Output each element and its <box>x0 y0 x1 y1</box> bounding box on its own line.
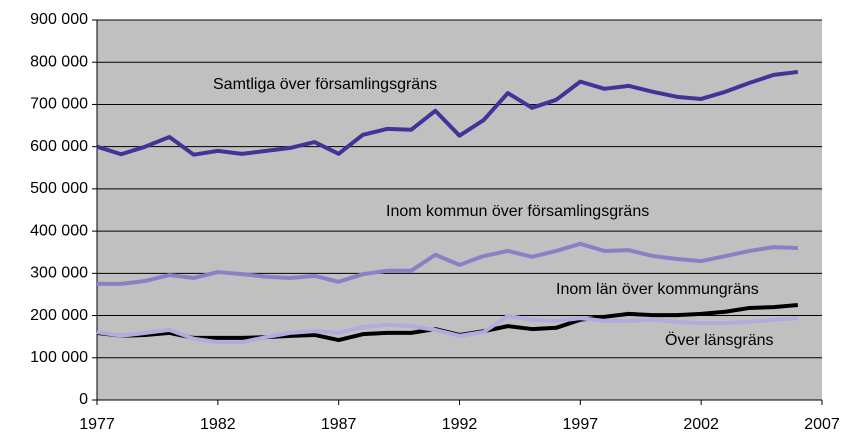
x-tick-label: 1992 <box>442 416 478 433</box>
y-tick-label: 600 000 <box>30 138 88 155</box>
series-line <box>96 69 799 157</box>
series-line <box>97 241 798 286</box>
y-tick-label: 800 000 <box>30 53 88 70</box>
y-tick-label: 100 000 <box>30 349 88 366</box>
x-tick-label: 2007 <box>804 416 840 433</box>
y-tick-label: 400 000 <box>30 222 88 239</box>
series-label: Över länsgräns <box>665 331 774 349</box>
x-tick-label: 1997 <box>563 416 599 433</box>
x-tick-label: 2002 <box>683 416 719 433</box>
y-tick-label: 200 000 <box>30 307 88 324</box>
y-tick-label: 500 000 <box>30 180 88 197</box>
series-line <box>96 313 798 345</box>
series-label: Inom län över kommungräns <box>556 281 759 298</box>
x-tick-label: 1982 <box>200 416 236 433</box>
series-label: Inom kommun över församlingsgräns <box>386 203 649 220</box>
y-tick-label: 700 000 <box>30 96 88 113</box>
y-tick-label: 900 000 <box>30 11 88 28</box>
x-tick-label: 1977 <box>79 416 115 433</box>
series-label: Samtliga över församlingsgräns <box>213 76 437 93</box>
y-tick-label: 0 <box>79 391 88 408</box>
y-tick-label: 300 000 <box>30 265 88 282</box>
x-tick-label: 1987 <box>321 416 357 433</box>
